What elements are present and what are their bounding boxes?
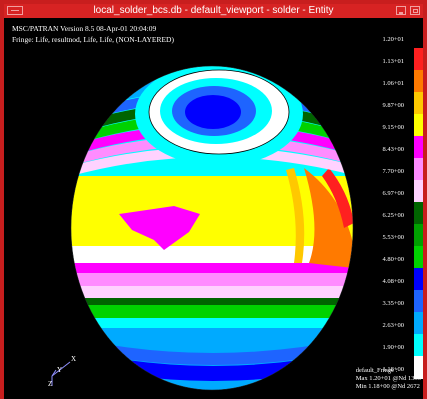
y-axis-label: Y: [57, 366, 62, 374]
legend-label: 9.87+00: [382, 102, 404, 109]
legend-label: 5.53+00: [382, 234, 404, 241]
fringe-sphere-model[interactable]: [4, 18, 423, 399]
legend-label: 4.08+00: [382, 278, 404, 285]
y-axis-line: [51, 369, 57, 377]
window-title: local_solder_bcs.db - default_viewport -…: [93, 5, 334, 16]
version-header: MSC/PATRAN Version 8.5 08-Apr-01 20:04:0…: [12, 24, 157, 33]
legend-swatch: [414, 246, 423, 269]
legend-label: 1.20+01: [382, 36, 404, 43]
graphics-viewport[interactable]: MSC/PATRAN Version 8.5 08-Apr-01 20:04:0…: [4, 18, 423, 399]
legend-label: 8.43+00: [382, 146, 404, 153]
legend-label: 9.15+00: [382, 124, 404, 131]
z-axis-label: Z: [48, 380, 52, 388]
legend-swatch: [414, 312, 423, 335]
x-axis-label: X: [71, 355, 76, 363]
legend-swatch: [414, 158, 423, 181]
legend-label: 6.97+00: [382, 190, 404, 197]
legend-swatch: [414, 268, 423, 291]
minimize-icon[interactable]: [396, 6, 406, 15]
legend-swatch: [414, 136, 423, 159]
title-bar[interactable]: local_solder_bcs.db - default_viewport -…: [4, 4, 423, 18]
legend-label: 4.80+00: [382, 256, 404, 263]
legend-label: 1.18+00: [382, 366, 404, 373]
legend-swatch: [414, 70, 423, 93]
fringe-footer: default_Fringe : Max 1.20+01 @Nd 1335 Mi…: [356, 367, 421, 391]
legend-swatch: [414, 334, 423, 357]
fringe-header: Fringe: Life, resultnod, Life, Life, (NO…: [12, 35, 174, 44]
legend-label: 3.35+00: [382, 300, 404, 307]
legend-swatch: [414, 92, 423, 115]
legend-swatch: [414, 48, 423, 71]
footer-fringe-name: default_Fringe :: [355, 367, 398, 374]
legend-label: 2.63+00: [382, 322, 404, 329]
legend-swatch: [414, 290, 423, 313]
legend-label: 6.25+00: [382, 212, 404, 219]
legend-label: 1.13+01: [382, 58, 404, 65]
footer-min: Min 1.18+00 @Nd 2672: [355, 383, 420, 390]
window-menu-icon[interactable]: [7, 6, 23, 15]
maximize-icon[interactable]: [410, 6, 420, 15]
x-axis-line: [51, 361, 71, 377]
legend-label: 7.70+00: [382, 168, 404, 175]
legend-swatch: [414, 224, 423, 247]
footer-max: Max 1.20+01 @Nd 1335: [355, 375, 421, 382]
axis-triad: X Y Z: [48, 355, 76, 388]
legend-label: 1.90+00: [382, 344, 404, 351]
legend-swatch: [414, 356, 423, 379]
legend-swatch: [414, 180, 423, 203]
legend-label: 1.06+01: [382, 80, 404, 87]
legend-swatch: [414, 202, 423, 225]
legend-swatch: [414, 114, 423, 137]
legend-swatch: [414, 26, 423, 49]
